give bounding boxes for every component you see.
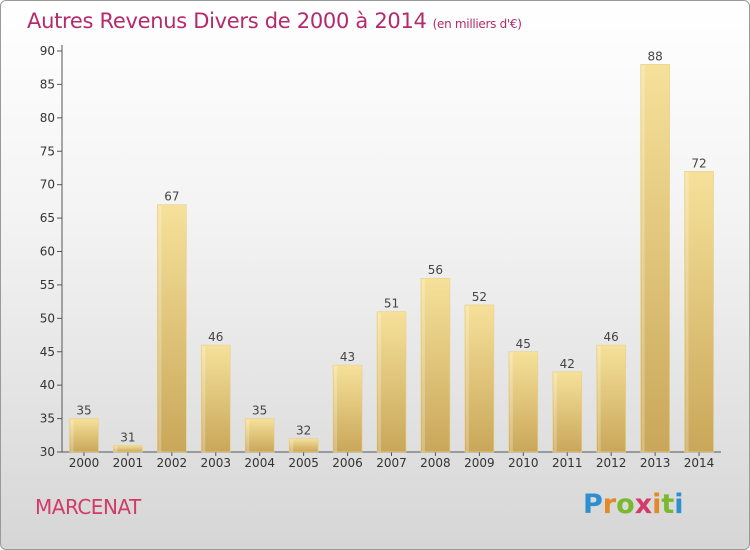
bar-highlight [202, 346, 206, 452]
bar-highlight [641, 65, 645, 452]
y-tick-label: 90 [40, 44, 55, 58]
y-tick-label: 60 [40, 245, 55, 259]
bar-highlight [246, 419, 250, 452]
bar-2001 [113, 445, 143, 453]
x-tick-label: 2001 [113, 456, 144, 470]
x-tick-label: 2005 [288, 456, 319, 470]
data-label-2006: 43 [340, 350, 355, 364]
data-labels: 35 31 67 46 35 32 43 51 56 52 45 42 46 88 72 [76, 49, 706, 444]
y-tick-label: 35 [40, 412, 55, 426]
bar-highlight [553, 372, 557, 452]
y-tick-label: 30 [40, 445, 55, 459]
x-tick-label: 2006 [332, 456, 363, 470]
y-tick-label: 40 [40, 378, 55, 392]
x-tick-label: 2013 [640, 456, 671, 470]
bar-highlight [114, 446, 118, 452]
bar-2011 [552, 371, 583, 453]
bar-2000 [69, 418, 99, 453]
bar-highlight [378, 312, 381, 452]
data-label-2012: 46 [604, 330, 619, 344]
x-tick-label: 2009 [464, 456, 495, 470]
y-tick-label: 75 [40, 144, 55, 158]
data-label-2003: 46 [208, 330, 223, 344]
bar-highlight [70, 419, 74, 452]
bar-2004 [244, 418, 275, 453]
x-tick-label: 2002 [157, 456, 188, 470]
data-label-2002: 67 [164, 190, 179, 204]
data-label-2001: 31 [120, 430, 135, 444]
bar-2014 [684, 171, 714, 453]
bar-2013 [640, 64, 670, 453]
y-tick-label: 80 [40, 111, 55, 125]
bar-2008 [420, 277, 451, 453]
x-tick-label: 2000 [69, 456, 100, 470]
bars [69, 64, 714, 453]
data-label-2005: 32 [296, 424, 311, 438]
chart-title-text: Autres Revenus Divers de 2000 à 2014 [27, 9, 427, 33]
x-tick-label: 2004 [244, 456, 275, 470]
bar-highlight [334, 366, 338, 452]
data-label-2010: 45 [516, 337, 531, 351]
bar-2007 [376, 311, 407, 453]
bar-highlight [597, 346, 601, 452]
chart-unit: (en milliers d'€) [432, 17, 522, 31]
bar-highlight [158, 205, 162, 452]
x-tick-label: 2007 [376, 456, 407, 470]
x-tick-label: 2003 [200, 456, 231, 470]
data-label-2013: 88 [647, 49, 662, 63]
x-tick-label: 2012 [596, 456, 627, 470]
bar-highlight [509, 352, 513, 452]
data-label-2004: 35 [252, 404, 267, 418]
x-tick-label: 2008 [420, 456, 451, 470]
bar-2012 [596, 344, 626, 453]
y-tick-label: 85 [40, 77, 55, 91]
axes: 30 35 40 45 50 55 60 65 70 75 80 85 90 2000 2001 2002 20… [40, 44, 721, 470]
data-label-2014: 72 [691, 156, 706, 170]
y-tick-label: 45 [40, 345, 55, 359]
y-tick-label: 50 [40, 311, 55, 325]
bar-2010 [508, 351, 539, 453]
y-tick-label: 55 [40, 278, 55, 292]
y-tick-label: 70 [40, 178, 55, 192]
x-tick-label: 2014 [684, 456, 715, 470]
data-label-2000: 35 [76, 404, 91, 418]
data-label-2009: 52 [472, 290, 487, 304]
x-tick-label: 2011 [552, 456, 583, 470]
chart-title: Autres Revenus Divers de 2000 à 2014 (en … [27, 9, 522, 33]
bar-2009 [464, 304, 495, 453]
bar-highlight [685, 172, 689, 453]
bar-2005 [288, 438, 319, 453]
bar-2002 [157, 204, 187, 453]
data-label-2011: 42 [560, 357, 575, 371]
bar-highlight [421, 279, 425, 452]
data-label-2007: 51 [384, 297, 399, 311]
proxiti-logo: Proxiti [583, 489, 684, 520]
bar-2003 [200, 344, 231, 453]
data-label-2008: 56 [428, 263, 443, 277]
bar-highlight [465, 305, 469, 452]
x-tick-label: 2010 [508, 456, 539, 470]
bar-2006 [332, 364, 363, 453]
place-name: MARCENAT [35, 495, 141, 519]
bar-highlight [290, 439, 294, 452]
y-tick-label: 65 [40, 211, 55, 225]
